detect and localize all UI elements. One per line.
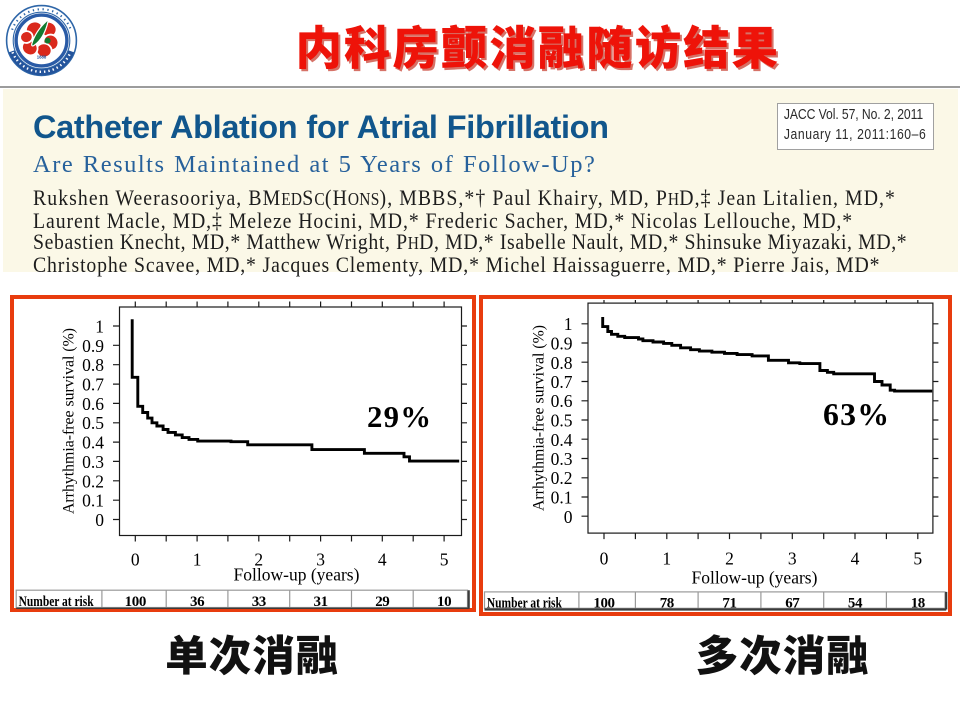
svg-text:18: 18 <box>910 595 924 611</box>
svg-text:0.8: 0.8 <box>82 355 104 375</box>
svg-text:0.6: 0.6 <box>550 391 572 411</box>
svg-text:0.2: 0.2 <box>82 471 104 491</box>
svg-text:0.7: 0.7 <box>550 372 572 392</box>
svg-text:54: 54 <box>847 595 862 611</box>
svg-text:Follow-up (years): Follow-up (years) <box>691 567 817 587</box>
svg-text:78: 78 <box>659 595 673 611</box>
svg-text:5: 5 <box>439 549 448 569</box>
svg-text:3: 3 <box>787 548 796 568</box>
svg-text:0.9: 0.9 <box>550 333 572 353</box>
svg-text:0.1: 0.1 <box>82 490 104 510</box>
svg-text:100: 100 <box>124 593 145 608</box>
svg-text:0.2: 0.2 <box>550 468 572 488</box>
svg-text:4: 4 <box>377 549 386 569</box>
svg-text:0: 0 <box>599 548 608 568</box>
svg-text:63%: 63% <box>823 397 890 432</box>
svg-text:2: 2 <box>254 549 263 569</box>
svg-text:Follow-up (years): Follow-up (years) <box>233 564 359 584</box>
svg-text:31: 31 <box>313 593 327 608</box>
svg-text:0.7: 0.7 <box>82 374 104 394</box>
svg-text:29%: 29% <box>367 399 432 433</box>
svg-text:2: 2 <box>725 548 734 568</box>
svg-text:Arrhythmia-free survival (%): Arrhythmia-free survival (%) <box>60 328 77 514</box>
svg-text:0.4: 0.4 <box>82 432 104 452</box>
svg-text:1888: 1888 <box>37 55 47 60</box>
svg-text:71: 71 <box>722 595 736 611</box>
svg-text:0.9: 0.9 <box>82 335 104 355</box>
svg-text:0: 0 <box>95 510 104 530</box>
svg-text:10: 10 <box>436 593 450 608</box>
svg-text:0.3: 0.3 <box>550 449 572 469</box>
svg-text:0: 0 <box>563 506 572 526</box>
svg-text:33: 33 <box>251 593 265 608</box>
svg-text:3: 3 <box>316 549 325 569</box>
svg-text:Number at risk: Number at risk <box>18 593 93 608</box>
svg-text:1: 1 <box>192 549 201 569</box>
svg-text:1: 1 <box>662 548 671 568</box>
svg-text:0.5: 0.5 <box>82 413 104 433</box>
svg-text:0: 0 <box>130 549 139 569</box>
svg-text:0.8: 0.8 <box>550 352 572 372</box>
svg-text:67: 67 <box>785 595 800 611</box>
svg-text:1: 1 <box>95 316 104 336</box>
svg-text:36: 36 <box>189 593 204 608</box>
svg-text:29: 29 <box>375 593 389 608</box>
svg-text:5: 5 <box>913 548 922 568</box>
svg-text:0.4: 0.4 <box>550 429 572 449</box>
svg-text:0.3: 0.3 <box>82 451 104 471</box>
svg-text:0.5: 0.5 <box>550 410 572 430</box>
svg-text:Arrhythmia-free survival (%): Arrhythmia-free survival (%) <box>530 325 547 511</box>
svg-text:1: 1 <box>563 314 572 334</box>
svg-text:0.1: 0.1 <box>550 487 572 507</box>
svg-text:100: 100 <box>593 595 614 611</box>
svg-text:4: 4 <box>850 548 859 568</box>
svg-text:0.6: 0.6 <box>82 393 104 413</box>
svg-text:Number at risk: Number at risk <box>486 595 561 611</box>
